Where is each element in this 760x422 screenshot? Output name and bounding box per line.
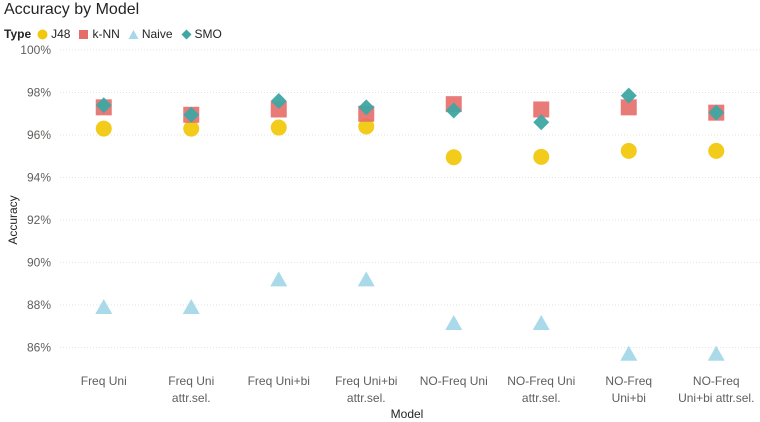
data-point-j48[interactable] [445,149,462,166]
data-point-naive[interactable] [707,345,725,361]
data-point-smo[interactable] [183,106,200,123]
data-point-naive[interactable] [182,299,200,315]
data-point-smo[interactable] [358,99,375,116]
x-tick-label-line: Uni+bi attr.sel. [678,391,754,405]
data-point-naive[interactable] [95,299,113,315]
x-tick-label-line: Freq Uni [81,374,127,388]
x-tick-label-line: attr.sel. [172,391,211,405]
x-tick-label: Freq Uni [81,374,127,388]
data-point-naive[interactable] [620,345,638,361]
data-point-smo[interactable] [95,97,112,114]
legend-item-naive[interactable]: Naive [128,27,173,41]
x-tick-label-line: Uni+bi [612,391,646,405]
data-point-naive[interactable] [445,314,463,330]
y-tick-label: 96% [27,128,51,142]
diamond-icon [181,29,191,39]
x-tick-label-line: Freq Uni [168,374,214,388]
y-tick-label: 98% [27,85,51,99]
data-point-smo[interactable] [708,104,725,121]
x-tick-label-line: NO-Freq [693,374,740,388]
x-axis-title: Model [391,407,424,421]
x-tick-label: Freq Uni+bi [248,374,310,388]
x-tick-label: NO-Freq Uni+bi attr.sel. [678,374,754,405]
data-point-knn[interactable] [620,99,637,116]
x-tick-label-line: NO-Freq Uni [507,374,575,388]
legend-label-knn: k-NN [92,27,120,41]
x-tick-label-line: attr.sel. [347,391,386,405]
data-point-j48[interactable] [270,119,287,136]
legend-item-smo[interactable]: SMO [181,27,222,41]
legend-label-smo: SMO [194,27,222,41]
data-point-j48[interactable] [620,142,637,159]
legend-label-naive: Naive [141,27,173,41]
y-axis-title: Accuracy [6,195,20,244]
y-tick-label: 100% [20,43,51,57]
legend-item-j48[interactable]: J48 [37,27,70,41]
x-tick-label: Freq Uni+bi attr.sel. [335,374,397,405]
data-point-knn[interactable] [533,101,550,118]
data-point-naive[interactable] [270,271,288,287]
y-tick-label: 92% [27,213,51,227]
x-tick-label: NO-Freq Uni [420,374,488,388]
data-point-knn[interactable] [270,101,287,118]
y-tick-label: 90% [27,255,51,269]
triangle-icon [128,29,139,39]
data-point-j48[interactable] [708,142,725,159]
y-tick-label: 94% [27,170,51,184]
x-tick-label-line: NO-Freq Uni [420,374,488,388]
data-point-j48[interactable] [533,148,550,165]
data-point-smo[interactable] [445,102,462,119]
legend-title: Type [4,27,32,41]
legend-label-j48: J48 [51,27,71,41]
x-tick-label-line: Freq Uni+bi [335,374,397,388]
circle-icon [37,29,48,39]
x-tick-label: NO-Freq Uni attr.sel. [507,374,575,405]
y-tick-label: 86% [27,340,51,354]
x-tick-label: NO-Freq Uni+bi [605,374,652,405]
legend-item-knn[interactable]: k-NN [78,27,120,41]
data-point-smo[interactable] [533,114,550,131]
x-tick-label-line: attr.sel. [522,391,561,405]
data-point-smo[interactable] [620,87,637,104]
data-point-naive[interactable] [357,271,375,287]
legend: Type J48 k-NN Naive SMO [4,27,230,41]
x-tick-label-line: Freq Uni+bi [248,374,310,388]
data-point-smo[interactable] [270,92,287,109]
y-tick-label: 88% [27,298,51,312]
x-tick-label: Freq Uni attr.sel. [168,374,214,405]
square-icon [79,29,89,39]
chart-title: Accuracy by Model [4,1,140,18]
data-point-j48[interactable] [183,120,200,137]
data-point-naive[interactable] [532,314,550,330]
data-point-j48[interactable] [358,118,375,135]
data-point-j48[interactable] [95,120,112,137]
x-tick-label-line: NO-Freq [605,374,652,388]
